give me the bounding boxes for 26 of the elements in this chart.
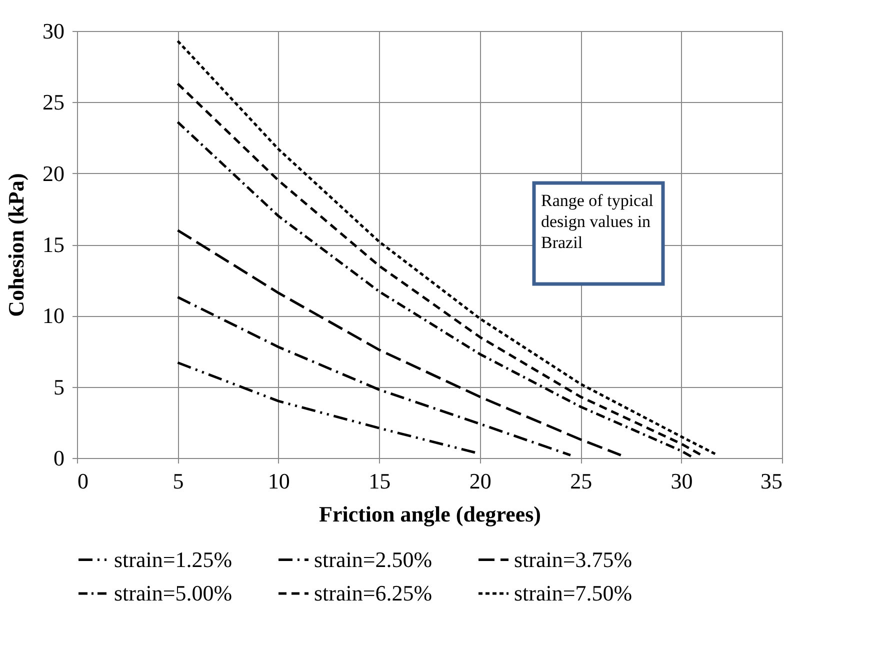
- y-tick-label: 5: [54, 374, 64, 400]
- x-tick-label: 5: [172, 468, 184, 494]
- x-axis-title: Friction angle (degrees): [319, 502, 541, 526]
- legend-label: strain=3.75%: [514, 546, 632, 572]
- y-tick-label: 0: [54, 446, 64, 470]
- legend-label: strain=7.50%: [514, 580, 632, 606]
- x-tick-label: 15: [368, 468, 391, 494]
- x-tick-label: 35: [760, 468, 782, 494]
- x-tick-label: 25: [570, 468, 592, 494]
- y-tick-label: 15: [42, 232, 64, 257]
- x-tick-label: 10: [268, 468, 290, 494]
- legend-label: strain=2.50%: [314, 546, 432, 572]
- y-axis-title: Cohesion (kPa): [4, 173, 28, 317]
- x-tick-label: 20: [469, 468, 492, 494]
- y-tick-label: 10: [42, 303, 64, 328]
- y-tick-label: 30: [42, 18, 64, 44]
- y-tick-label: 25: [42, 90, 64, 115]
- legend-label: strain=5.00%: [114, 580, 232, 606]
- legend-label: strain=1.25%: [114, 546, 232, 572]
- y-tick-label: 20: [42, 160, 64, 186]
- line-series: [176, 296, 572, 456]
- legend-label: strain=6.25%: [314, 580, 432, 606]
- annotation: Range of typical design values in Brazil: [541, 191, 654, 252]
- x-tick-label: 30: [670, 468, 693, 494]
- line-series: [176, 229, 622, 456]
- x-tick-label: 0: [78, 468, 88, 494]
